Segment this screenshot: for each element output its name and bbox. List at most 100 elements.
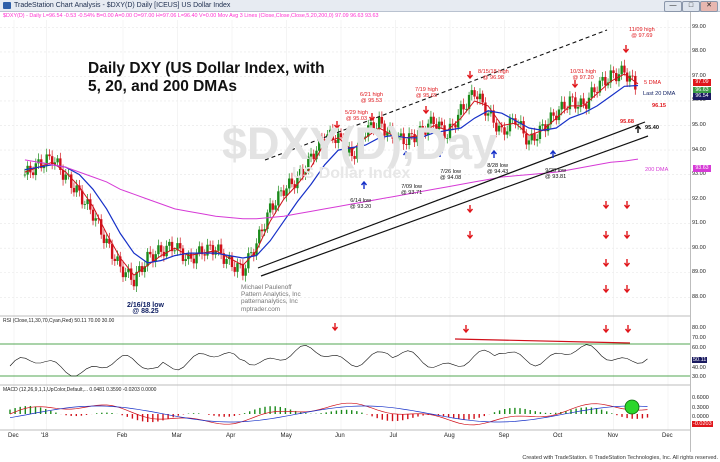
close-button[interactable]: ✕ [700,1,718,12]
black-up-arrow-icon [634,124,642,133]
credit-line: patternanalytics, Inc [241,298,298,306]
price-bar-body [625,72,629,82]
price-axis-tick: 88.00 [692,293,706,300]
label-20-dma: Last 20 DMA [643,91,676,97]
price-bar-body [604,77,607,86]
annotation-high-may: 5/29 high @ 95.03 [345,110,369,123]
annotation-low-jun: 6/14 low @ 93.20 [350,198,372,211]
rsi-value-tag: 50.11 [692,357,708,363]
maximize-button[interactable]: □ [682,1,700,12]
price-bar-body [563,101,566,109]
footer-copyright: Created with TradeStation. © TradeStatio… [522,455,718,461]
red-down-arrow-icon [602,285,610,294]
red-down-arrow-icon [422,106,430,115]
price-bar-body [500,125,503,128]
price-bar-body [331,129,335,140]
price-bar-body [595,92,599,94]
price-bar-body [200,246,204,255]
price-axis-tick: 94.00 [692,146,706,153]
rsi-axis-tick: 70.00 [692,335,706,341]
price-bar-body [380,116,384,124]
price-axis-tick: 97.00 [692,72,706,79]
date-tick-label: Dec [662,433,673,439]
price-bar-body [37,159,40,164]
red-down-arrow-icon [602,325,610,334]
price-axis-tick: 99.00 [692,23,706,30]
price-bar-body [285,188,288,196]
macd-axis-tick: 0.3000 [692,405,709,411]
price-bar-body [97,218,100,220]
price-bar-body [418,126,422,137]
price-bar-body [23,174,27,176]
red-down-arrow-icon [623,231,631,240]
price-bar-body [372,122,375,132]
rsi-axis-tick: 40.00 [692,365,706,371]
price-bar-body [407,133,411,145]
price-bar-body [574,97,577,109]
price-bar-body [64,174,67,180]
label-level-9568: 95.68 [620,119,634,125]
price-bar-body [198,246,201,253]
price-bar-body [266,212,269,230]
credit-line: Michael Paulenoff [241,284,292,291]
price-bar-body [328,129,332,135]
price-bar-body [506,131,509,135]
price-bar-body [576,107,580,109]
price-bar-body [187,253,190,260]
red-down-arrow-icon [466,205,474,214]
price-bar-body [538,125,542,139]
price-bar-body [26,165,29,175]
red-down-arrow-icon [368,113,376,122]
price-bar-body [571,96,574,98]
price-bar-body [541,124,544,126]
price-bar-body [146,251,149,267]
price-bar-body [383,123,386,136]
price-bar-body [552,112,555,116]
price-bar-body [323,139,326,143]
price-bar-body [48,154,51,157]
price-bar-body [593,87,596,93]
price-bar-body [437,121,441,129]
macd-histogram [9,405,649,423]
macd-value-tag: -0.0203 [692,421,713,427]
blue-up-arrow-icon [436,148,444,157]
price-bar-body [478,93,482,100]
price-bar-body [138,266,141,272]
price-bar-body [462,104,465,110]
date-tick-label: Mar [171,433,182,439]
credit-line: mptrader.com [241,305,281,313]
price-bar-body [132,279,136,287]
price-bar-body [347,146,351,153]
price-axis-tick: 95.00 [692,122,706,128]
price-bar-body [195,252,198,264]
date-tick-label: Oct [553,433,563,439]
price-bar-body [83,204,87,205]
minimize-button[interactable]: — [664,1,682,12]
red-down-arrow-icon [466,231,474,240]
price-bar-body [100,219,103,235]
price-bar-body [110,243,114,259]
price-bar-body [241,263,245,276]
price-bar-body [149,251,152,255]
price-bar-body [192,258,196,264]
macd-label: MACD (12,26,9,1,1,UpColor,Default,... 0.… [3,387,157,393]
credit-line: Pattern Analytics, Inc [241,291,301,299]
indicator-panes [0,315,690,431]
price-bar-body [225,259,228,264]
price-bar-body [367,125,370,137]
price-bar-body [179,243,182,249]
price-bar-body [89,199,92,210]
price-bar-body [61,169,65,180]
price-bar-body [121,266,125,278]
price-bar-body [59,158,62,170]
price-axis-tick: 96.00 [692,97,706,104]
price-bar-body [247,253,250,269]
price-bar-body [612,70,615,73]
price-bar-body [399,133,403,136]
red-down-arrow-icon [602,231,610,240]
price-bar-body [45,154,48,167]
price-bar-body [78,185,81,191]
macd-axis-tick: 0.6000 [692,395,709,401]
price-bar-body [296,177,299,189]
price-bar-body [288,178,291,189]
